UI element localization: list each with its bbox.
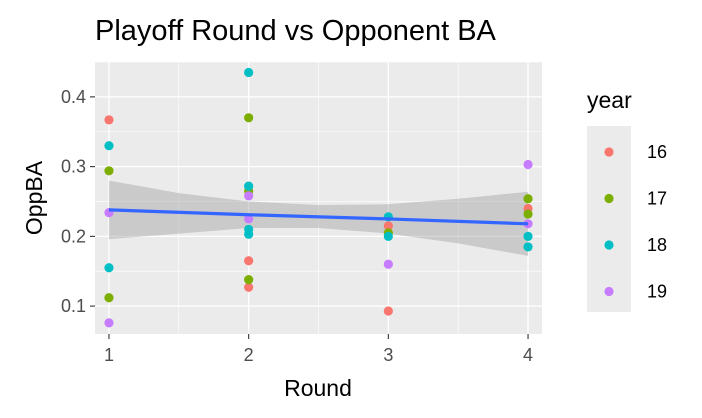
data-point-19 (104, 318, 114, 328)
data-point-18 (104, 263, 114, 273)
data-point-18 (383, 231, 393, 241)
legend-label-17: 17 (647, 189, 667, 209)
data-point-17 (244, 113, 254, 123)
legend-key-17 (604, 193, 614, 204)
legend: year 16 17 18 19 (587, 87, 667, 312)
y-tick-label: 0.1 (61, 296, 86, 316)
x-tick-label: 3 (383, 345, 393, 365)
y-axis: 0.1 0.2 0.3 0.4 (61, 87, 95, 316)
y-tick-label: 0.2 (61, 226, 86, 246)
legend-label-16: 16 (647, 142, 667, 162)
data-point-17 (523, 194, 533, 204)
data-point-16 (383, 306, 393, 316)
x-axis: 1 2 3 4 (104, 334, 533, 365)
minor-gridlines (95, 61, 542, 334)
legend-key-18 (604, 240, 614, 250)
data-point-17 (523, 209, 533, 219)
data-point-19 (383, 259, 393, 269)
data-point-18 (523, 231, 533, 241)
trend-line-layer (108, 208, 529, 226)
legend-key-16 (604, 147, 614, 157)
x-tick-label: 4 (523, 345, 533, 365)
legend-key-background (587, 126, 631, 312)
y-tick-label: 0.4 (61, 87, 86, 107)
data-point-18 (104, 141, 114, 151)
legend-label-18: 18 (647, 235, 667, 255)
data-point-16 (244, 282, 254, 292)
data-point-16 (383, 221, 393, 231)
data-point-19 (244, 191, 254, 201)
legend-label-19: 19 (647, 282, 667, 302)
data-point-18 (244, 67, 254, 78)
data-point-16 (104, 115, 114, 125)
data-point-18 (244, 181, 254, 191)
data-point-17 (104, 166, 114, 176)
chart-title: Playoff Round vs Opponent BA (95, 15, 497, 47)
data-point-19 (244, 214, 254, 224)
x-tick-label: 1 (104, 345, 114, 365)
x-axis-title: Round (284, 375, 352, 401)
data-point-19 (523, 159, 533, 170)
data-point-18 (244, 229, 254, 239)
points-layer (104, 67, 533, 328)
data-point-17 (244, 275, 254, 285)
x-tick-label: 2 (244, 345, 254, 365)
trend-line (108, 208, 529, 226)
data-point-16 (244, 256, 254, 266)
y-tick-label: 0.3 (61, 157, 86, 177)
legend-title: year (587, 87, 632, 113)
y-axis-title: OppBA (21, 160, 47, 235)
data-point-18 (523, 242, 533, 252)
data-point-17 (104, 293, 114, 303)
legend-key-19 (604, 286, 614, 297)
